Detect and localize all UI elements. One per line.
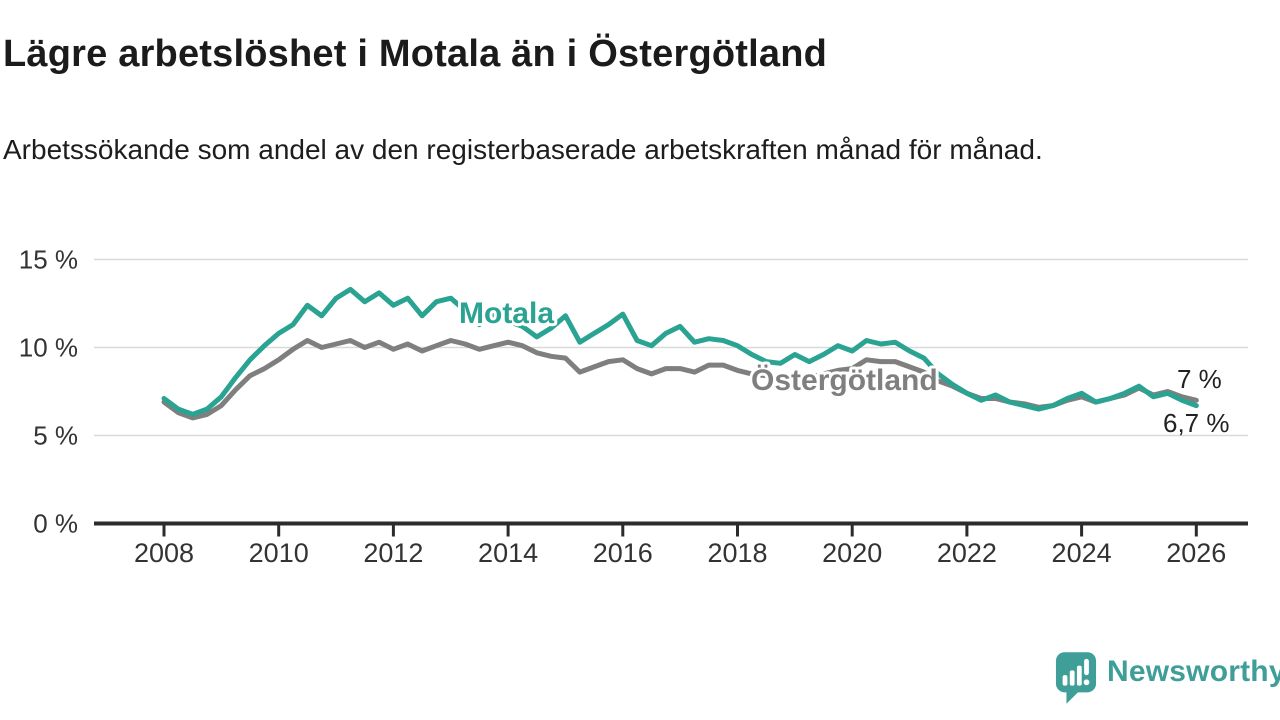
x-tick-label: 2022 (937, 538, 997, 568)
x-tick-label: 2020 (822, 538, 882, 568)
y-tick-label: 10 % (19, 333, 78, 363)
x-tick-label: 2016 (593, 538, 653, 568)
x-tick-label: 2014 (478, 538, 538, 568)
x-tick-label: 2008 (134, 538, 194, 568)
series-label-motala: Motala (459, 297, 554, 330)
series-line-motala (161, 286, 1199, 417)
newsworthy-branding: Newsworthy (1055, 648, 1280, 708)
logo-exclamation-dot (1083, 679, 1090, 686)
x-tick-label: 2012 (363, 538, 423, 568)
logo-bubble-shape (1055, 652, 1097, 704)
end-value-label-ostergotland: 7 % (1177, 364, 1222, 394)
y-tick-label: 5 % (33, 421, 78, 451)
x-tick-label: 2026 (1166, 538, 1226, 568)
chart-title: Lägre arbetslöshet i Motala än i Östergö… (3, 33, 828, 75)
end-value-label-motala: 6,7 % (1163, 408, 1230, 438)
x-tick-label: 2024 (1052, 538, 1112, 568)
newsworthy-logo-icon (1055, 652, 1097, 704)
logo-bar-1 (1062, 675, 1068, 686)
chart-subtitle: Arbetssökande som andel av den registerb… (3, 134, 1043, 165)
logo-bar-3 (1076, 665, 1082, 686)
x-tick-label: 2010 (249, 538, 309, 568)
y-tick-label: 15 % (19, 245, 78, 275)
logo-bar-2 (1069, 670, 1075, 686)
series-label-ostergotland: Östergötland (751, 364, 938, 397)
y-tick-label: 0 % (33, 509, 78, 539)
logo-exclamation-bar (1084, 658, 1089, 676)
newsworthy-logo-text: Newsworthy (1107, 655, 1280, 688)
x-tick-label: 2018 (707, 538, 767, 568)
